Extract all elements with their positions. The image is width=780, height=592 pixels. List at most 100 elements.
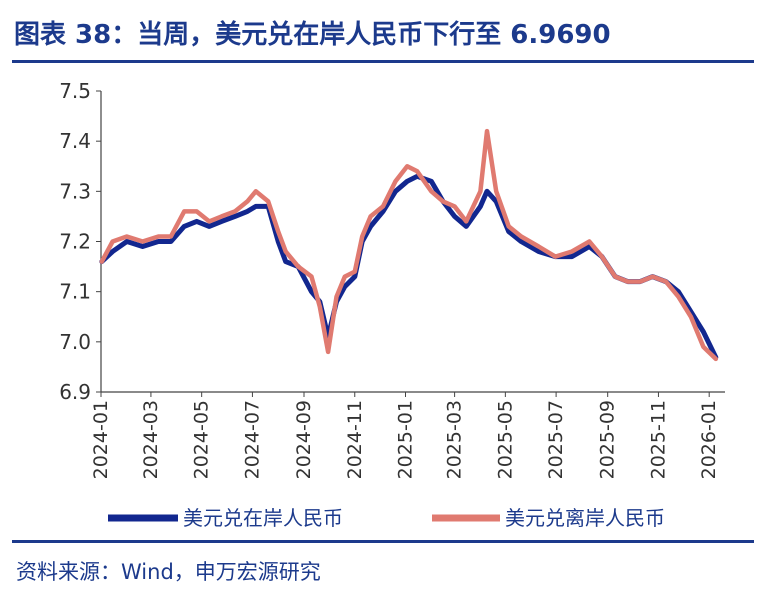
y-tick-label: 7.2 xyxy=(59,230,91,254)
data-point xyxy=(495,190,498,193)
data-point xyxy=(170,235,172,238)
legend-label-offshore: 美元兑离岸人民币 xyxy=(505,506,665,530)
data-point xyxy=(394,180,397,183)
data-point xyxy=(486,190,488,193)
data-point xyxy=(571,250,573,253)
data-point xyxy=(208,225,210,228)
x-tick-label: 2025-03 xyxy=(444,400,466,479)
data-point xyxy=(677,290,680,293)
data-point xyxy=(601,255,603,258)
axes xyxy=(96,90,725,397)
x-tick-label: 2024-09 xyxy=(293,400,315,479)
data-point xyxy=(537,250,540,253)
series-lines xyxy=(99,128,719,362)
series-line-offshore xyxy=(99,128,719,362)
data-point xyxy=(284,250,287,253)
x-tick-label: 2025-07 xyxy=(545,400,567,479)
data-point xyxy=(430,180,433,183)
data-point xyxy=(126,235,128,238)
data-point xyxy=(183,210,185,213)
data-point xyxy=(430,190,433,193)
data-point xyxy=(520,235,522,238)
data-point xyxy=(537,245,540,248)
x-tick-label: 2024-07 xyxy=(241,400,263,479)
footer-rule xyxy=(12,540,754,543)
data-point xyxy=(520,240,522,243)
data-point xyxy=(335,295,338,298)
data-point xyxy=(416,175,419,178)
series-line-onshore xyxy=(99,173,719,360)
data-point xyxy=(677,295,680,298)
data-point xyxy=(715,358,717,360)
source-note: 资料来源：Wind，申万宏源研究 xyxy=(16,560,321,584)
data-point xyxy=(453,205,456,208)
data-point xyxy=(702,331,705,333)
data-point xyxy=(665,280,667,283)
data-point xyxy=(639,280,641,283)
data-point xyxy=(382,205,384,208)
data-point xyxy=(453,215,456,218)
data-point xyxy=(614,275,616,278)
data-point xyxy=(277,240,280,243)
y-tick-label: 7.4 xyxy=(59,129,91,153)
x-tick-label: 2024-05 xyxy=(191,400,213,479)
data-point xyxy=(284,260,287,263)
data-point xyxy=(327,351,329,353)
data-point xyxy=(554,255,557,258)
data-point xyxy=(406,165,409,168)
chart-title: 图表 38：当周，美元兑在岸人民币下行至 6.9690 xyxy=(14,20,611,50)
legend-label-onshore: 美元兑在岸人民币 xyxy=(183,506,343,530)
data-point xyxy=(111,240,114,243)
y-tick-label: 6.9 xyxy=(59,380,91,404)
data-point xyxy=(310,275,313,278)
data-point xyxy=(234,210,236,213)
data-point xyxy=(126,240,128,243)
data-point xyxy=(479,205,482,208)
data-point xyxy=(183,225,185,228)
data-point xyxy=(495,200,498,203)
x-tick-label: 2025-11 xyxy=(647,400,669,479)
data-point xyxy=(255,205,257,208)
y-tick-label: 7.1 xyxy=(59,280,91,304)
data-point xyxy=(195,220,198,223)
data-point xyxy=(416,170,419,173)
data-point xyxy=(651,275,654,278)
data-point xyxy=(208,220,210,223)
data-point xyxy=(141,240,144,243)
data-point xyxy=(406,180,409,183)
x-tick-label: 2024-03 xyxy=(140,400,162,479)
data-point xyxy=(465,220,468,223)
x-tick-label: 2025-01 xyxy=(395,400,417,479)
title-rule xyxy=(12,60,754,63)
data-point xyxy=(486,130,488,132)
x-tick-label: 2024-11 xyxy=(344,400,366,479)
data-point xyxy=(157,235,160,238)
data-point xyxy=(195,210,198,213)
data-point xyxy=(465,225,468,228)
data-point xyxy=(319,305,321,308)
data-point xyxy=(170,240,172,243)
y-tick-label: 7.3 xyxy=(59,179,91,203)
data-point xyxy=(369,215,372,218)
data-point xyxy=(246,210,249,213)
data-point xyxy=(111,250,114,253)
x-tick-label: 2024-01 xyxy=(90,400,112,479)
data-point xyxy=(354,275,356,278)
data-point xyxy=(246,200,249,203)
data-point xyxy=(382,210,384,213)
data-point xyxy=(101,260,103,263)
data-point xyxy=(369,225,372,228)
data-point xyxy=(157,240,160,243)
x-tick-label: 2026-01 xyxy=(698,400,720,479)
data-point xyxy=(571,255,573,258)
y-tick-labels: 7.5 7.4 7.3 7.2 7.1 7.0 6.9 xyxy=(59,79,91,404)
data-point xyxy=(479,190,482,193)
data-point xyxy=(361,235,364,238)
y-tick-label: 7.5 xyxy=(59,79,91,103)
data-point xyxy=(702,346,705,348)
data-point xyxy=(442,200,444,203)
data-point xyxy=(255,190,257,193)
data-point xyxy=(310,290,313,293)
data-point xyxy=(690,316,692,318)
data-point xyxy=(507,230,510,233)
